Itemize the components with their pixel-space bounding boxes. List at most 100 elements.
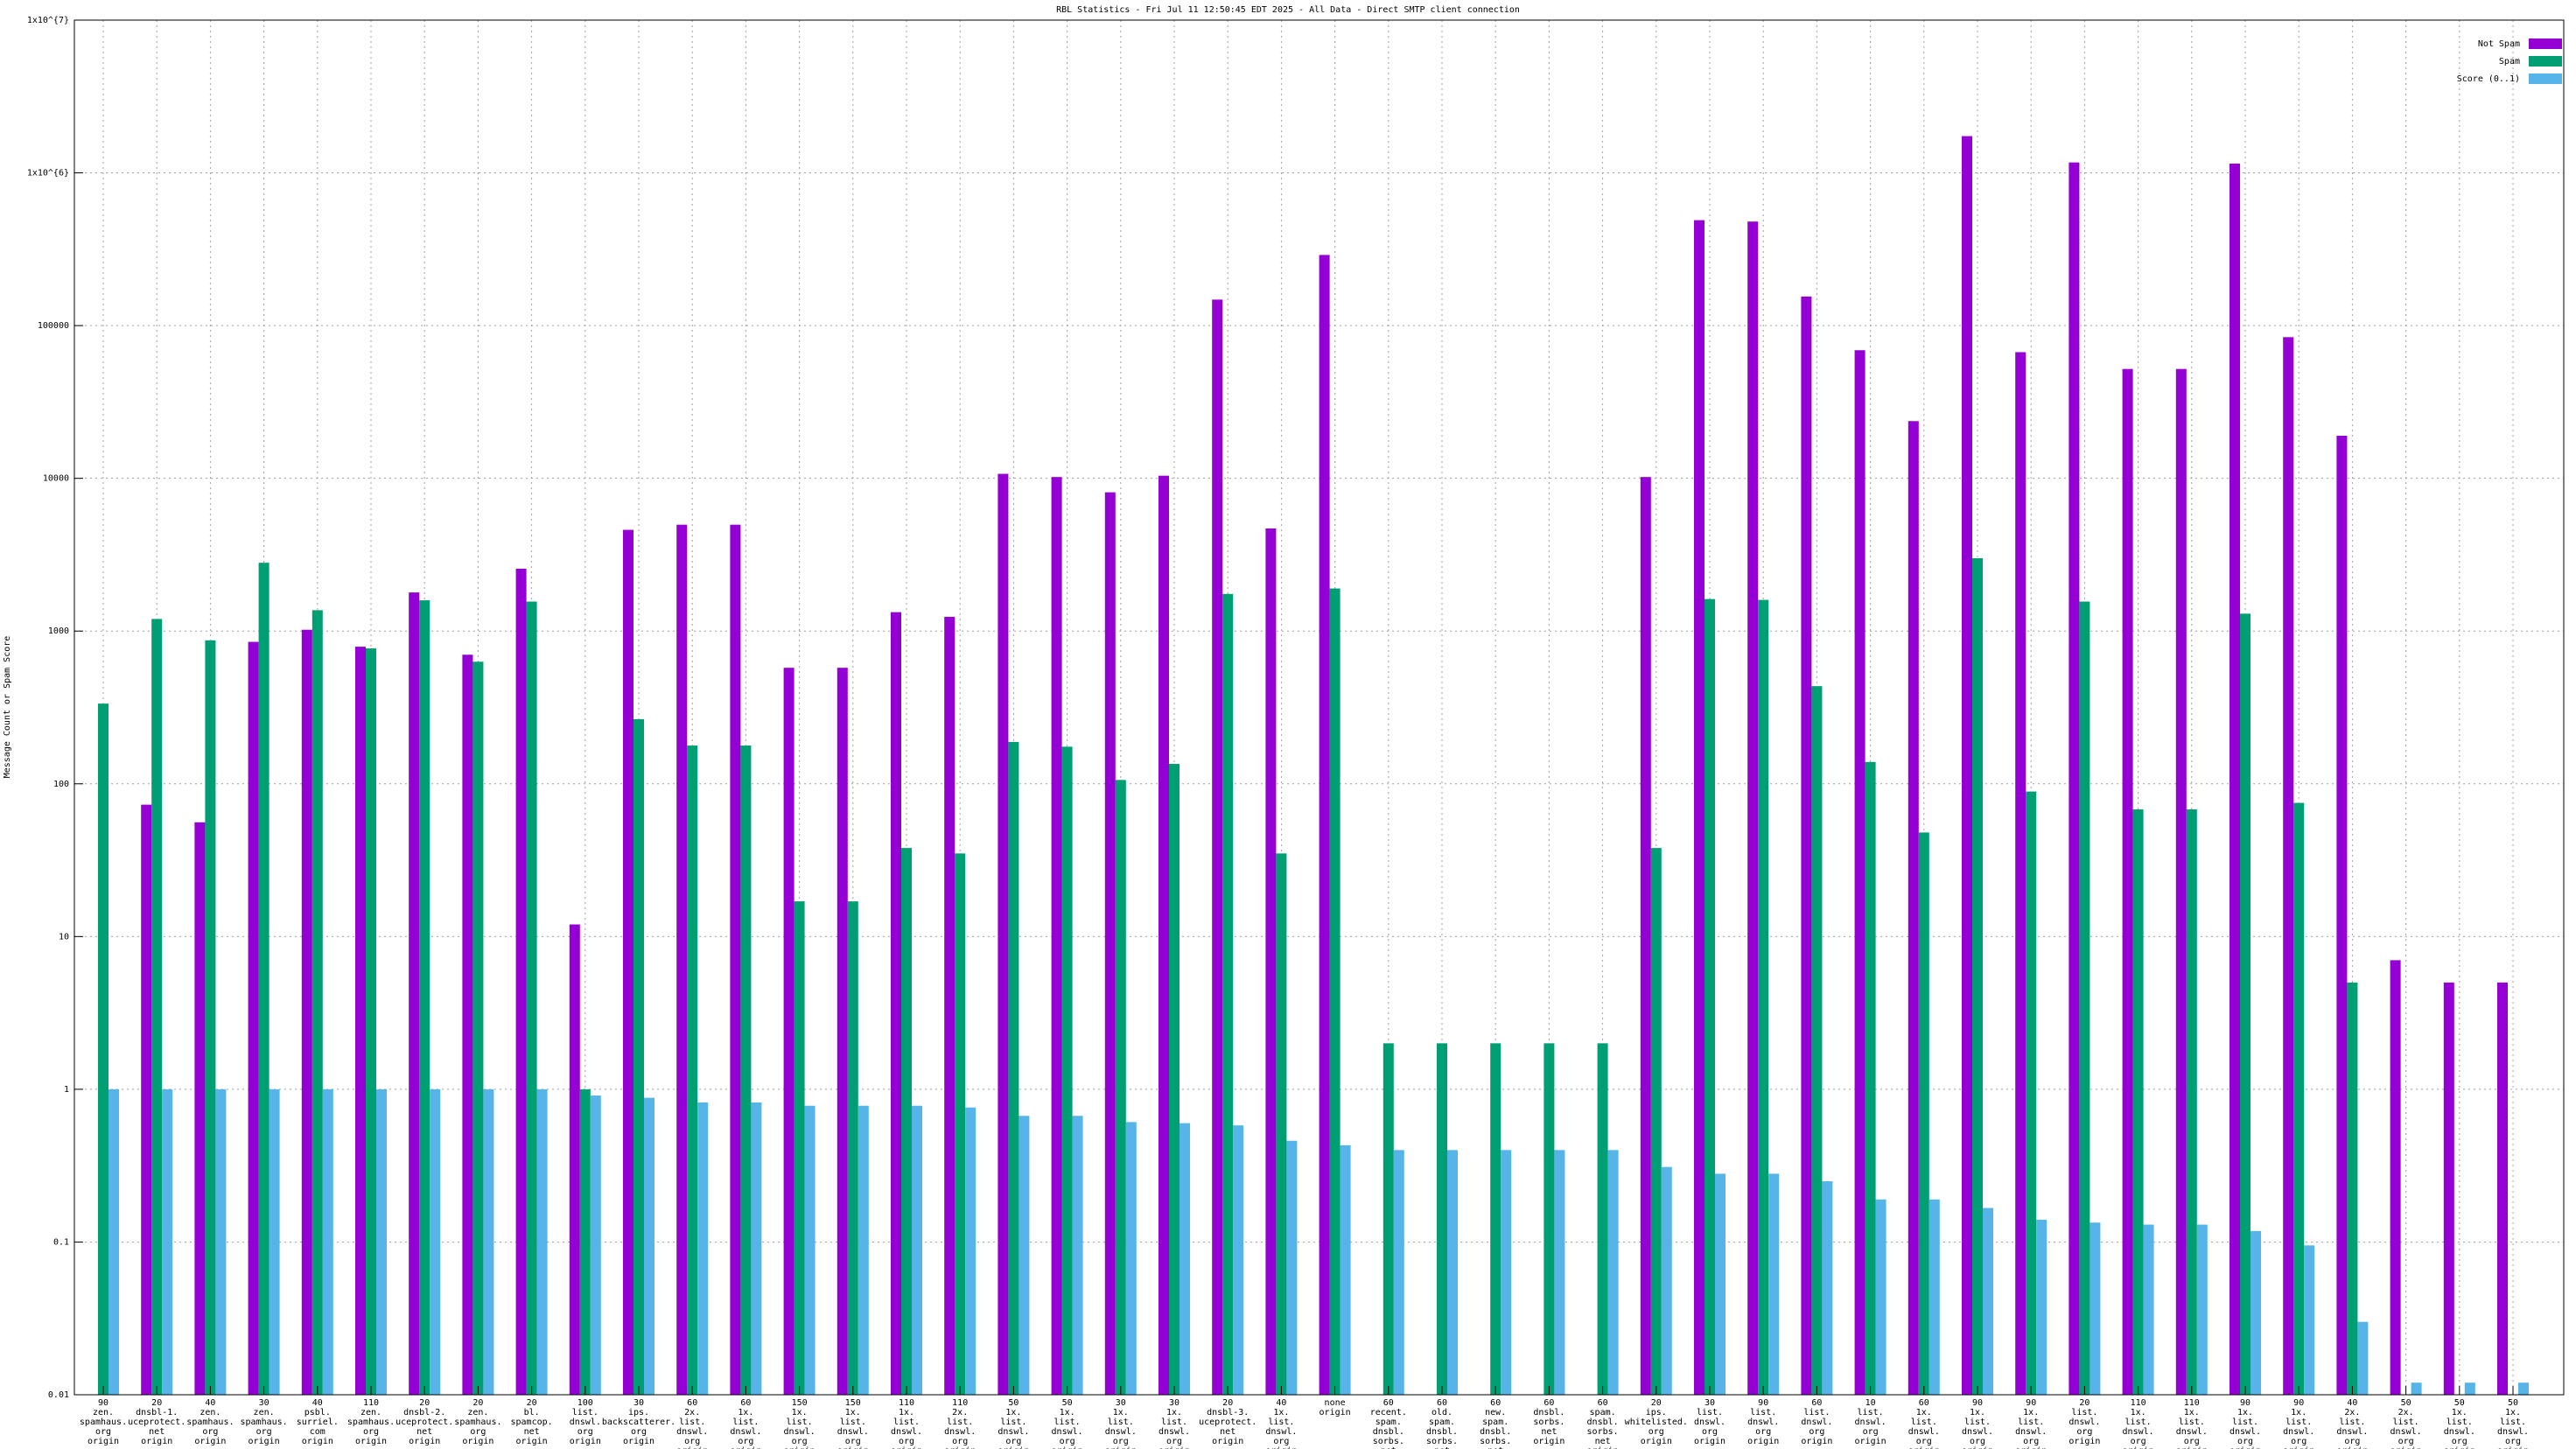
bar <box>472 662 484 1395</box>
bar <box>1437 1043 1447 1395</box>
bar <box>2196 1224 2208 1395</box>
bar <box>740 746 752 1395</box>
y-tick-label: 100000 <box>38 321 69 331</box>
bar <box>644 1097 654 1395</box>
x-tick-label: 20 zen. spamhaus. org origin <box>454 1398 501 1446</box>
bar <box>483 1088 494 1395</box>
bar <box>1865 761 1876 1395</box>
bar <box>1276 853 1287 1395</box>
bar <box>2390 960 2401 1395</box>
bar <box>1694 220 1704 1395</box>
bar <box>1704 598 1715 1395</box>
x-tick-label: 30 zen. spamhaus. org origin <box>241 1398 288 1446</box>
bar <box>794 901 805 1395</box>
legend-label: Score (0..1) <box>2457 74 2520 84</box>
bar <box>526 601 537 1395</box>
bar <box>1115 780 1126 1395</box>
bar <box>697 1102 709 1395</box>
x-tick-label: 20 dnsbl-3. uceprotect. net origin <box>1199 1398 1256 1446</box>
bar <box>194 822 206 1395</box>
bar <box>515 568 527 1395</box>
x-tick-label: none origin <box>1320 1398 1351 1418</box>
bar <box>322 1088 333 1395</box>
bar <box>1104 492 1116 1395</box>
bar <box>312 610 323 1395</box>
bar <box>891 612 901 1395</box>
bar <box>2015 352 2026 1396</box>
bar <box>1544 1043 1555 1395</box>
bar <box>1393 1150 1404 1395</box>
bar <box>1329 588 1340 1395</box>
y-tick-label: 10 <box>59 932 69 942</box>
bar <box>1715 1173 1726 1395</box>
x-tick-label: 20 dnsbl-2. uceprotect. net origin <box>396 1398 453 1446</box>
bar <box>1972 557 1983 1395</box>
bar <box>1265 528 1277 1395</box>
bar <box>2143 1224 2154 1395</box>
bar <box>536 1088 548 1395</box>
x-tick-label: 110 zen. spamhaus. org origin <box>347 1398 395 1446</box>
y-tick-label: 1x10^{6} <box>27 169 69 178</box>
bar <box>1908 421 1919 1396</box>
bar <box>2443 982 2454 1395</box>
bar <box>1640 477 1651 1395</box>
x-tick-label: 60 list. dnswl. org origin <box>1801 1398 1832 1446</box>
bar <box>1008 741 1019 1395</box>
bar <box>205 640 216 1395</box>
bar <box>2230 163 2240 1395</box>
bar <box>2240 613 2250 1395</box>
bar <box>579 1088 591 1395</box>
y-tick-label: 10000 <box>43 474 69 484</box>
bar <box>2186 809 2197 1395</box>
legend-swatch <box>2529 56 2562 66</box>
legend-swatch <box>2529 74 2562 84</box>
bar <box>2464 1382 2475 1395</box>
bar <box>1758 599 1769 1395</box>
bar <box>2497 982 2508 1395</box>
bar <box>634 718 644 1395</box>
bar <box>1490 1043 1502 1395</box>
y-axis-label: Message Count or Spam Score <box>3 636 12 779</box>
x-tick-label: 90 list. dnswl. org origin <box>1747 1398 1779 1446</box>
legend-label: Not Spam <box>2478 39 2520 49</box>
bar <box>376 1088 387 1395</box>
bar <box>2175 368 2187 1395</box>
bar <box>955 853 966 1395</box>
bar <box>1928 1199 1940 1395</box>
bar <box>1286 1140 1298 1395</box>
bar <box>2132 809 2144 1395</box>
x-tick-label: 90 zen. spamhaus. org origin <box>80 1398 127 1446</box>
bar <box>1822 1180 1833 1395</box>
bar <box>569 924 580 1395</box>
bar <box>912 1105 922 1395</box>
bar <box>269 1088 280 1395</box>
bar <box>1747 221 1759 1396</box>
y-tick-label: 1 <box>64 1085 69 1095</box>
bar <box>1072 1116 1083 1395</box>
plot-frame <box>74 19 2565 1396</box>
x-tick-label: 30 list. dnswl. org origin <box>1694 1398 1726 1446</box>
bar <box>1661 1166 1672 1395</box>
bar <box>1918 832 1929 1395</box>
bar <box>1125 1122 1137 1395</box>
x-tick-label: 40 zen. spamhaus. org origin <box>186 1398 234 1446</box>
y-tick-label: 0.01 <box>48 1390 69 1400</box>
bar <box>2250 1230 2261 1395</box>
bar <box>1768 1173 1780 1395</box>
